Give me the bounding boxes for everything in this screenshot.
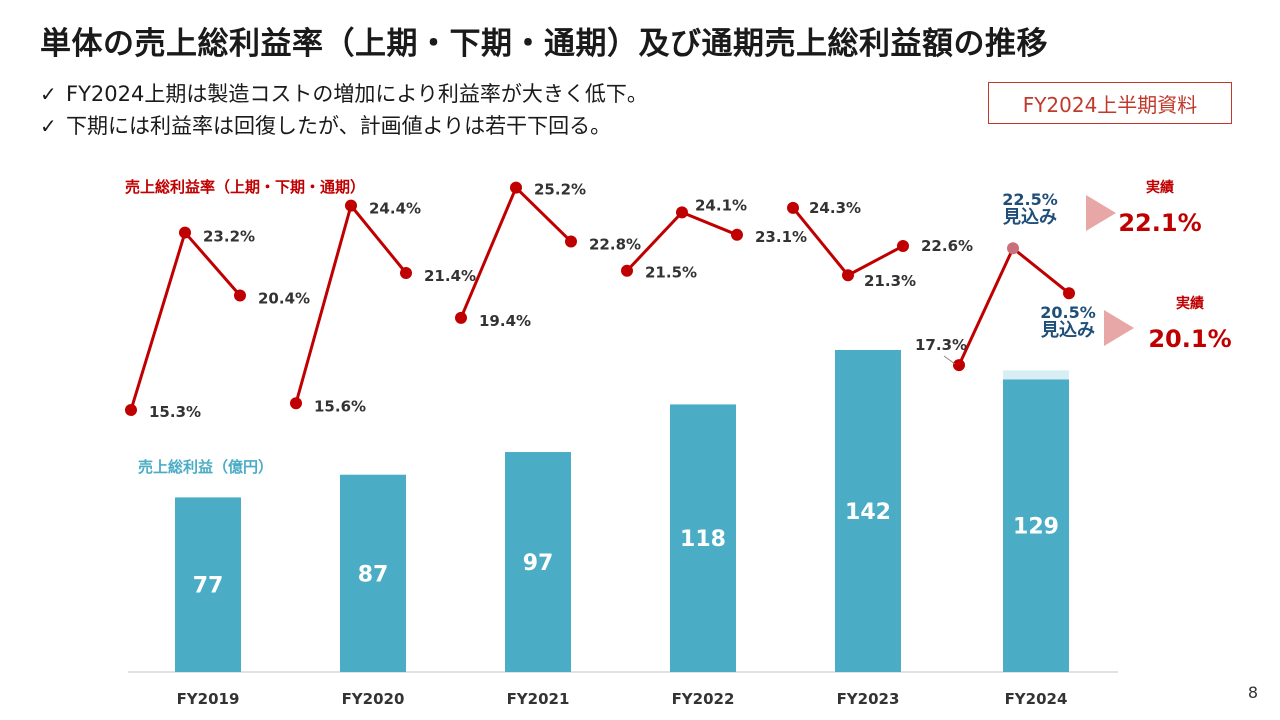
document-tag: FY2024上半期資料	[988, 82, 1232, 124]
line-segment	[625, 210, 738, 272]
line-point	[455, 311, 467, 324]
x-tick-label: FY2022	[672, 690, 735, 708]
line-point-label: 23.1%	[755, 228, 807, 246]
line-point	[565, 235, 577, 248]
actual-label: 実績	[1146, 179, 1174, 196]
line-point-label: 25.2%	[534, 181, 586, 199]
line-point	[897, 240, 909, 253]
actual-value-label: 20.1%	[1148, 325, 1231, 353]
line-point-label: 24.1%	[695, 196, 747, 214]
bar	[670, 404, 736, 672]
line-point	[953, 359, 965, 372]
bar-value-label: 129	[1013, 515, 1059, 540]
line-point	[621, 264, 633, 277]
bar-value-label: 87	[358, 562, 389, 587]
x-tick-label: FY2021	[507, 690, 570, 708]
bullet-item: ✓ 下期には利益率は回復したが、計画値よりは若干下回る。	[40, 110, 648, 142]
line-point-label: 24.3%	[809, 199, 861, 217]
forecast-value-label: 22.5%	[1002, 190, 1058, 209]
callout-arrow-icon	[1086, 195, 1116, 231]
line-series-label: 売上総利益率（上期・下期・通期）	[125, 178, 365, 196]
line-point-label: 21.5%	[645, 264, 697, 282]
bar	[340, 474, 406, 672]
forecast-label: 見込み	[1040, 320, 1095, 341]
page-number: 8	[1247, 683, 1258, 702]
bar-forecast-segment	[1003, 370, 1069, 380]
bar-value-label: 97	[523, 551, 554, 576]
line-point	[125, 404, 137, 416]
check-icon: ✓	[40, 82, 57, 106]
line-point-label: 24.4%	[369, 200, 421, 218]
bar	[505, 452, 571, 672]
check-icon: ✓	[40, 114, 57, 138]
line-point-label: 17.3%	[915, 336, 967, 354]
forecast-value-label: 20.5%	[1040, 303, 1096, 322]
line-segment	[791, 206, 904, 277]
line-point-label: 23.2%	[203, 228, 255, 246]
bar-value-label: 118	[680, 527, 726, 552]
bar-value-label: 142	[845, 500, 891, 525]
line-point-label: 15.6%	[314, 397, 366, 415]
line-point-label: 21.4%	[424, 267, 476, 285]
line-segment	[459, 186, 573, 319]
bullet-item: ✓ FY2024上期は製造コストの増加により利益率が大きく低下。	[40, 78, 648, 110]
line-point	[400, 266, 412, 279]
line-point-label: 22.6%	[921, 237, 973, 255]
callout-arrow-icon	[1104, 310, 1134, 346]
line-point-label: 22.8%	[589, 236, 641, 254]
bullet-list: ✓ FY2024上期は製造コストの増加により利益率が大きく低下。 ✓ 下期には利…	[40, 78, 648, 142]
bar	[1003, 379, 1069, 672]
line-point	[179, 226, 191, 239]
line-point	[1063, 287, 1075, 300]
x-tick-label: FY2020	[342, 690, 405, 708]
bullet-text: FY2024上期は製造コストの増加により利益率が大きく低下。	[66, 82, 648, 106]
line-point	[345, 199, 357, 212]
line-point	[842, 269, 854, 282]
x-tick-label: FY2024	[1005, 690, 1068, 708]
line-point-label: 15.3%	[149, 403, 201, 421]
bar	[175, 497, 241, 672]
line-point	[676, 206, 688, 219]
line-segment	[294, 204, 408, 404]
line-point	[510, 181, 522, 194]
bar-value-label: 77	[193, 574, 224, 599]
bar	[835, 350, 901, 672]
x-tick-label: FY2023	[837, 690, 900, 708]
line-point	[731, 228, 743, 241]
actual-label: 実績	[1176, 295, 1204, 312]
line-point	[234, 289, 246, 302]
bar-series-label: 売上総利益（億円）	[138, 458, 273, 476]
line-point	[1007, 242, 1019, 255]
leader-line	[943, 355, 956, 365]
line-point-label: 21.3%	[864, 272, 916, 290]
actual-value-label: 22.1%	[1118, 209, 1201, 237]
line-point-label: 20.4%	[258, 289, 310, 307]
forecast-label: 見込み	[1002, 207, 1057, 228]
line-point	[290, 397, 302, 410]
line-point	[787, 201, 799, 214]
line-point-label: 19.4%	[479, 312, 531, 330]
bullet-text: 下期には利益率は回復したが、計画値よりは若干下回る。	[66, 114, 612, 138]
page-title: 単体の売上総利益率（上期・下期・通期）及び通期売上総利益額の推移	[40, 26, 1048, 62]
x-tick-label: FY2019	[177, 690, 240, 708]
line-segment	[129, 231, 242, 411]
